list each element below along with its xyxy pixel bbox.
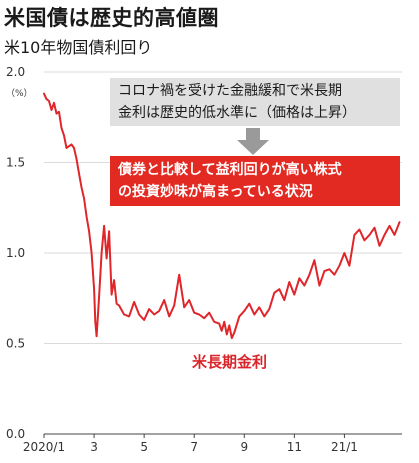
series-label: 米長期金利 — [192, 353, 268, 371]
y-tick-label: 0.0 — [6, 427, 25, 441]
y-tick-label: 1.0 — [6, 246, 25, 260]
chart-title: 米国債は歴史的高値圏 — [4, 6, 219, 30]
x-tick-label: 9 — [240, 440, 248, 454]
x-tick-label: 2020/1 — [23, 440, 65, 454]
y-unit-label: （%） — [6, 88, 33, 99]
down-arrow-icon — [237, 128, 269, 155]
series-line-0 — [43, 92, 401, 340]
callout-red-line-2: の投資妙味が高まっている状況 — [118, 184, 313, 200]
y-tick-label: 0.5 — [6, 337, 25, 351]
x-tick-label: 21/1 — [331, 440, 358, 454]
grid-lines — [44, 71, 402, 435]
x-axis: 2020/1 3 5 7 9 11 21/1 — [23, 434, 358, 454]
x-tick-label: 11 — [287, 440, 302, 454]
callout-monetary-easing: コロナ禍を受けた金融緩和で米長期 金利は歴史的低水準に（価格は上昇） — [110, 78, 400, 126]
x-tick-label: 7 — [190, 440, 198, 454]
callout-gray-line-1: コロナ禍を受けた金融緩和で米長期 — [118, 83, 342, 99]
callout-gray-line-2: 金利は歴史的低水準に（価格は上昇） — [118, 105, 356, 121]
chart-subtitle: 米10年物国債利回り — [4, 38, 153, 57]
y-tick-label: 2.0 — [6, 65, 25, 79]
x-tick-label: 5 — [140, 440, 148, 454]
callout-red-line-1: 債券と比較して益利回りが高い株式 — [118, 162, 342, 178]
x-tick-label: 3 — [90, 440, 98, 454]
series-group — [43, 92, 401, 340]
y-tick-label: 1.5 — [6, 156, 25, 170]
y-axis: 0.0 0.5 1.0 1.5 2.0 （%） — [6, 65, 33, 441]
callout-equity-yield: 債券と比較して益利回りが高い株式 の投資妙味が高まっている状況 — [110, 156, 400, 206]
